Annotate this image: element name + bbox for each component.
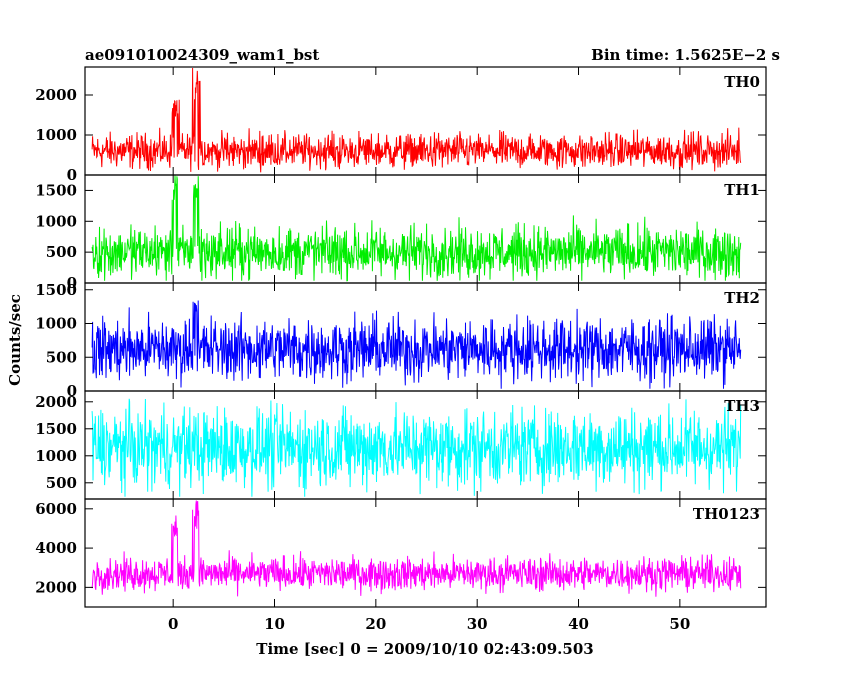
y-tick-label: 0 — [67, 166, 77, 184]
y-tick-label: 1000 — [35, 447, 77, 465]
series-line-th0123 — [91, 500, 742, 597]
y-tick-label: 1500 — [35, 281, 77, 299]
panel-label-th3: TH3 — [724, 397, 760, 415]
y-tick-label: 4000 — [35, 539, 77, 557]
y-tick-label: 6000 — [35, 500, 77, 518]
panel-label-th1: TH1 — [724, 181, 760, 199]
y-tick-label: 500 — [46, 348, 77, 366]
y-tick-label: 1000 — [35, 126, 77, 144]
x-tick-label: 50 — [669, 615, 690, 633]
y-tick-label: 2000 — [35, 393, 77, 411]
y-tick-label: 0 — [67, 274, 77, 292]
x-tick-label: 30 — [467, 615, 488, 633]
y-axis-label: Counts/sec — [6, 294, 24, 386]
y-tick-label: 2000 — [35, 578, 77, 596]
y-tick-label: 1500 — [35, 420, 77, 438]
y-tick-label: 1000 — [35, 315, 77, 333]
series-line-th2 — [91, 300, 742, 389]
panel-frame-th1 — [84, 174, 767, 284]
series-line-th0 — [91, 67, 742, 173]
y-tick-label: 500 — [46, 474, 77, 492]
bin-time-label: Bin time: 1.5625E−2 s — [591, 46, 780, 64]
x-tick-label: 20 — [365, 615, 386, 633]
x-tick-label: 10 — [264, 615, 285, 633]
y-tick-label: 1000 — [35, 212, 77, 230]
x-axis-label: Time [sec] 0 = 2009/10/10 02:43:09.503 — [256, 640, 593, 658]
y-tick-label: 500 — [46, 243, 77, 261]
y-tick-label: 2000 — [35, 86, 77, 104]
y-tick-label: 0 — [67, 382, 77, 400]
x-tick-label: 0 — [168, 615, 178, 633]
y-tick-label: 1500 — [35, 181, 77, 199]
chart-title: ae091010024309_wam1_bst — [85, 46, 319, 64]
series-line-th1 — [91, 175, 742, 282]
x-tick-label: 40 — [568, 615, 589, 633]
panel-frame-th0123 — [84, 498, 767, 608]
panel-label-th0: TH0 — [724, 73, 760, 91]
series-line-th3 — [91, 398, 742, 497]
panel-label-th0123: TH0123 — [693, 505, 760, 523]
panel-label-th2: TH2 — [724, 289, 760, 307]
